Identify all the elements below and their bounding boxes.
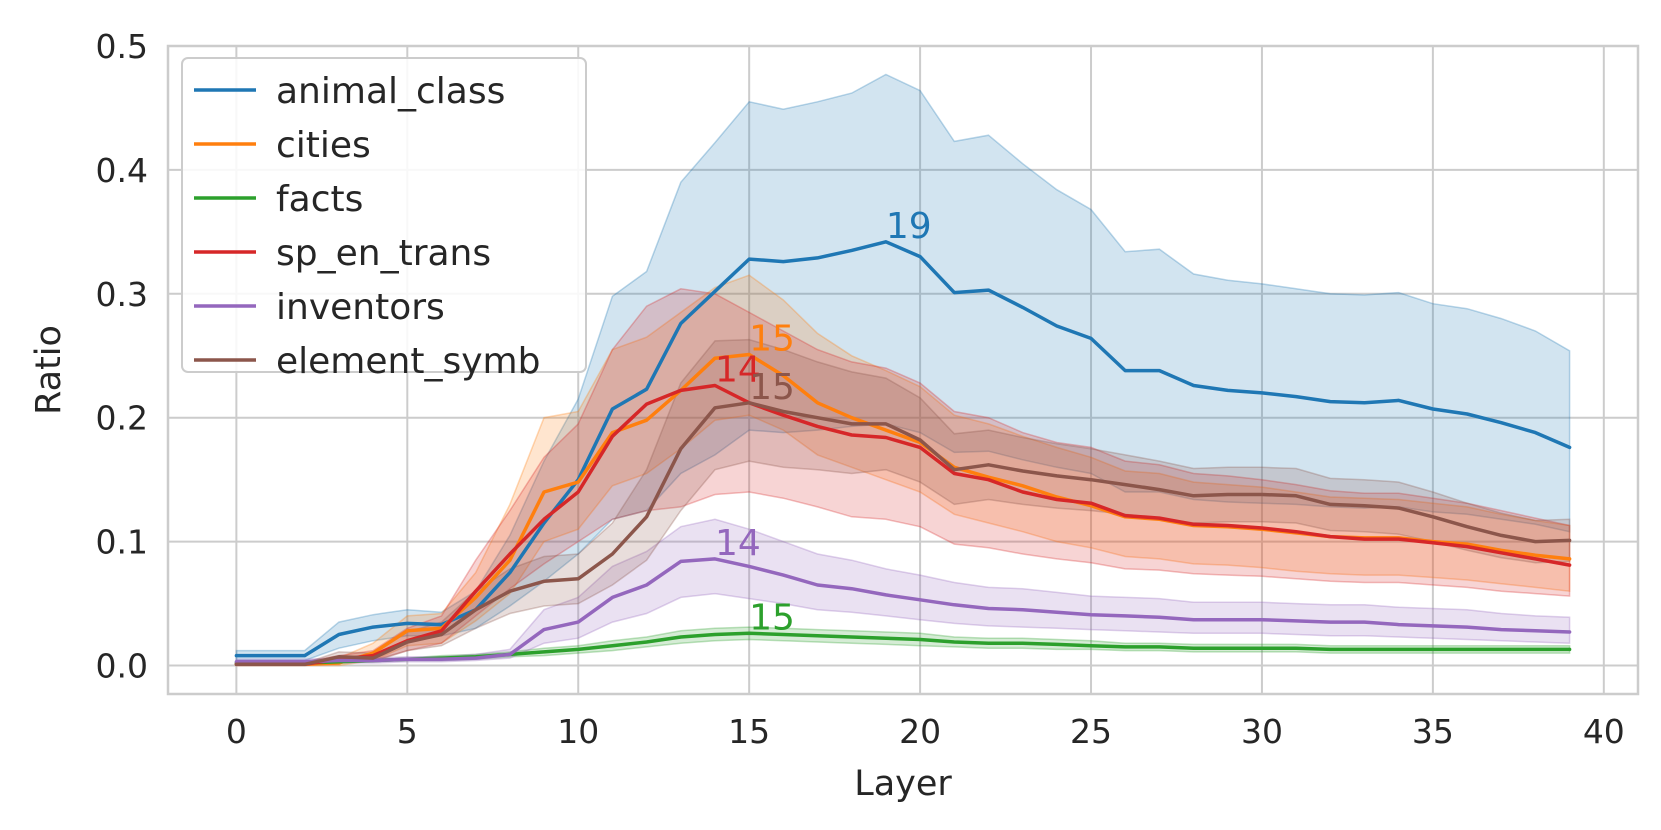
y-tick-label: 0.4 <box>96 151 148 190</box>
cities-peak-label: 15 <box>749 319 795 360</box>
x-tick-label: 35 <box>1412 712 1454 751</box>
element_symb-peak-label: 15 <box>749 367 795 408</box>
element_symb-band <box>235 338 1571 667</box>
x-tick-label: 15 <box>728 712 770 751</box>
cities-band <box>235 274 1571 667</box>
element_symb-line <box>234 401 1572 667</box>
legend-box <box>181 57 587 373</box>
x-tick-label: 10 <box>557 712 599 751</box>
animal_class-peak-label: 19 <box>886 206 932 247</box>
x-tick-label: 5 <box>397 712 418 751</box>
element_symb-legend-label: element_symb <box>276 341 540 382</box>
facts-peak-label: 15 <box>749 597 795 638</box>
y-tick-label: 0.2 <box>96 399 148 438</box>
facts-legend-label: facts <box>276 179 363 220</box>
inventors-line <box>234 557 1572 664</box>
x-tick-label: 20 <box>899 712 941 751</box>
y-tick-label: 0.1 <box>96 523 148 562</box>
x-tick-label: 0 <box>226 712 247 751</box>
x-tick-labels: 0 5 10 15 20 25 30 35 40 <box>226 712 1625 751</box>
y-tick-label: 0.5 <box>96 27 148 66</box>
animal_class-line <box>234 240 1572 658</box>
cities-legend-label: cities <box>276 125 371 166</box>
x-tick-label: 40 <box>1583 712 1625 751</box>
y-tick-label: 0.0 <box>96 647 148 686</box>
y-tick-labels: 0.0 0.1 0.2 0.3 0.4 0.5 <box>96 27 148 686</box>
x-tick-label: 25 <box>1070 712 1112 751</box>
x-axis-label: Layer <box>854 764 952 804</box>
series-lines <box>234 240 1572 667</box>
inventors-band <box>235 518 1571 666</box>
sp_en_trans-line <box>234 383 1572 667</box>
sp_en_trans-legend-label: sp_en_trans <box>276 233 491 274</box>
plot-frame <box>166 44 1640 696</box>
sp_en_trans-band <box>235 288 1571 667</box>
inventors-legend-label: inventors <box>276 287 445 328</box>
x-tick-label: 30 <box>1241 712 1283 751</box>
y-tick-label: 0.3 <box>96 275 148 314</box>
animal_class-legend-label: animal_class <box>276 71 505 112</box>
animal_class-band <box>235 73 1571 662</box>
sp_en_trans-peak-label: 14 <box>715 349 761 390</box>
inventors-peak-label: 14 <box>715 523 761 564</box>
y-axis-label: Ratio <box>29 325 69 415</box>
